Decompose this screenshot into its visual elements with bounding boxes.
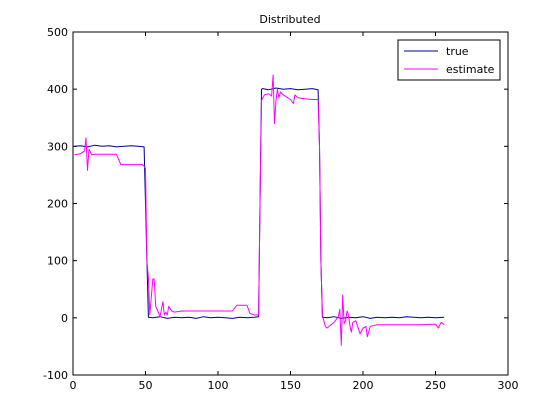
- chart-title: Distributed: [259, 13, 320, 26]
- x-tick-label: 150: [280, 379, 301, 392]
- legend-box: [397, 39, 501, 81]
- series-line-estimate: [74, 74, 445, 346]
- legend: true estimate: [397, 39, 501, 81]
- x-tick-label: 250: [425, 379, 446, 392]
- y-tick-label: 0: [61, 312, 68, 325]
- y-tick-label: 300: [47, 140, 68, 153]
- y-tick-label: 200: [47, 198, 68, 211]
- x-tick-label: 200: [353, 379, 374, 392]
- series-layer: [74, 74, 445, 346]
- x-tick-label: 300: [498, 379, 519, 392]
- legend-label-true: true: [446, 45, 469, 58]
- y-tick-label: -100: [43, 369, 68, 382]
- legend-label-estimate: estimate: [446, 63, 495, 76]
- x-tick-label: 100: [208, 379, 229, 392]
- x-tick-label: 0: [70, 379, 77, 392]
- y-tick-label: 500: [47, 26, 68, 39]
- y-tick-label: 100: [47, 255, 68, 268]
- y-tick-label: 400: [47, 83, 68, 96]
- x-tick-label: 50: [139, 379, 153, 392]
